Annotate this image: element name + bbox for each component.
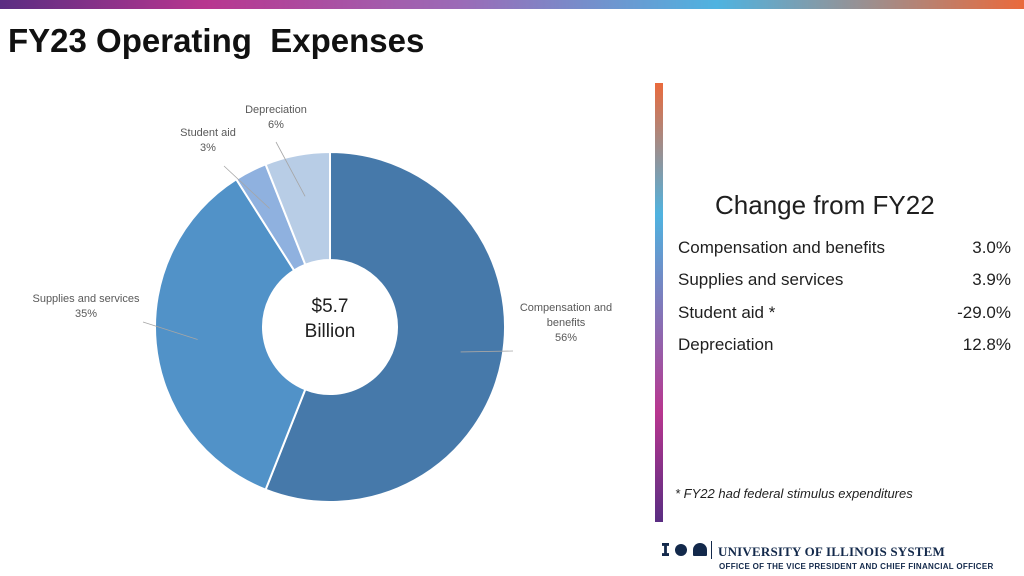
gradient-divider [655, 83, 663, 522]
center-label-line-1: $5.7 [312, 296, 349, 317]
change-value: 12.8% [962, 335, 1011, 354]
change-panel-title: Change from FY22 [715, 190, 935, 220]
slice-depreciation [264, 150, 331, 267]
change-label: Compensation and benefits [678, 238, 885, 257]
change-label: Supplies and services [678, 270, 844, 289]
change-label: Student aid * [678, 303, 776, 322]
pie-slices [154, 150, 506, 503]
footer-icons [662, 543, 707, 556]
leader-lines [142, 141, 514, 353]
data-label-compensation-and-benefits: Compensation and benefits 56% [520, 302, 612, 344]
leader-line-depreciation [275, 141, 306, 197]
data-label-student-aid: Student aid 3% [180, 127, 236, 154]
change-label: Depreciation [678, 335, 774, 354]
change-value: 3.0% [972, 238, 1011, 257]
top-gradient-bar [0, 0, 1024, 9]
leader-line-supplies-and-services [142, 321, 198, 340]
leader-line-student-aid [223, 165, 270, 209]
leader-line-compensation-and-benefits [460, 350, 514, 353]
change-value: 3.9% [972, 270, 1011, 289]
data-label-supplies-and-services: Supplies and services 35% [32, 293, 140, 320]
page-title: FY23 Operating Expenses [8, 22, 425, 59]
change-row-depreciation: Depreciation 12.8% [678, 333, 1011, 357]
center-label-line-2: Billion [305, 321, 356, 342]
change-row-compensation: Compensation and benefits 3.0% [678, 236, 1011, 260]
dome-icon [693, 543, 707, 556]
data-label-depreciation: Depreciation 6% [245, 104, 307, 131]
footer-logo: UNIVERSITY OF ILLINOIS SYSTEM OFFICE OF … [662, 540, 1017, 574]
slice-supplies-and-services [154, 177, 307, 492]
expenses-donut-chart: Compensation and benefits 56% Supplies and … [32, 104, 612, 503]
circle-seal-icon [675, 543, 687, 556]
footnote: * FY22 had federal stimulus expenditures [675, 486, 913, 501]
footer-system-name: UNIVERSITY OF ILLINOIS SYSTEM [718, 544, 945, 559]
illinois-i-icon [662, 543, 669, 556]
footer-office-name: OFFICE OF THE VICE PRESIDENT AND CHIEF F… [719, 562, 994, 571]
change-row-student-aid: Student aid * -29.0% [678, 301, 1011, 325]
footer-divider [711, 541, 712, 559]
change-row-supplies: Supplies and services 3.9% [678, 268, 1011, 292]
slice-compensation-and-benefits [264, 150, 506, 503]
slice-labels: Compensation and benefits 56% Supplies and … [32, 104, 612, 344]
change-value: -29.0% [957, 303, 1011, 322]
